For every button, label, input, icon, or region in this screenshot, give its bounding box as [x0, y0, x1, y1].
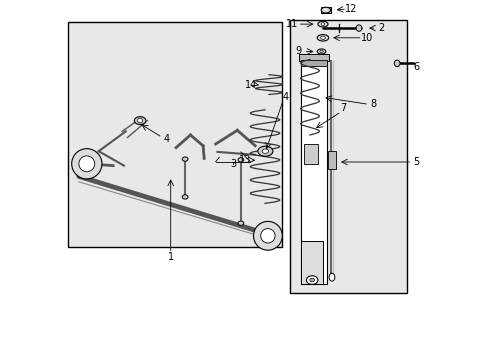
Ellipse shape [317, 49, 325, 54]
Circle shape [253, 221, 282, 250]
Ellipse shape [321, 23, 324, 26]
Ellipse shape [262, 149, 268, 153]
Text: 3: 3 [229, 159, 236, 169]
Bar [300, 60, 326, 66]
Bar [289, 20, 406, 293]
Text: 2: 2 [377, 23, 384, 33]
Ellipse shape [320, 36, 325, 40]
Text: 14: 14 [244, 80, 257, 90]
Text: 13: 13 [239, 155, 251, 165]
Bar [303, 144, 317, 164]
Bar [68, 22, 282, 247]
Ellipse shape [317, 21, 327, 27]
Text: 8: 8 [369, 99, 376, 109]
Ellipse shape [134, 117, 145, 125]
Text: 12: 12 [344, 4, 356, 14]
Text: 4: 4 [163, 134, 170, 144]
Ellipse shape [137, 118, 142, 123]
Bar [321, 7, 330, 13]
Circle shape [79, 156, 95, 172]
Text: 7: 7 [340, 103, 346, 113]
Text: 5: 5 [413, 157, 419, 167]
Circle shape [260, 229, 275, 243]
Ellipse shape [238, 221, 244, 225]
Ellipse shape [182, 195, 187, 199]
Ellipse shape [319, 50, 323, 53]
Bar [301, 56, 326, 284]
Bar [301, 241, 322, 284]
Text: 1: 1 [167, 252, 173, 262]
Circle shape [72, 149, 102, 179]
Text: 6: 6 [413, 62, 419, 72]
Ellipse shape [393, 60, 399, 67]
Text: 4: 4 [282, 92, 288, 102]
Bar [299, 54, 328, 61]
Ellipse shape [182, 157, 187, 161]
Ellipse shape [355, 25, 361, 31]
Text: 11: 11 [285, 19, 298, 29]
Text: 9: 9 [295, 46, 301, 57]
Ellipse shape [238, 158, 244, 162]
Bar [328, 151, 335, 169]
Ellipse shape [317, 35, 328, 41]
Ellipse shape [309, 278, 314, 282]
Ellipse shape [257, 146, 272, 156]
Ellipse shape [306, 276, 317, 284]
Ellipse shape [328, 273, 334, 281]
Text: 10: 10 [360, 33, 372, 43]
Ellipse shape [321, 7, 330, 13]
